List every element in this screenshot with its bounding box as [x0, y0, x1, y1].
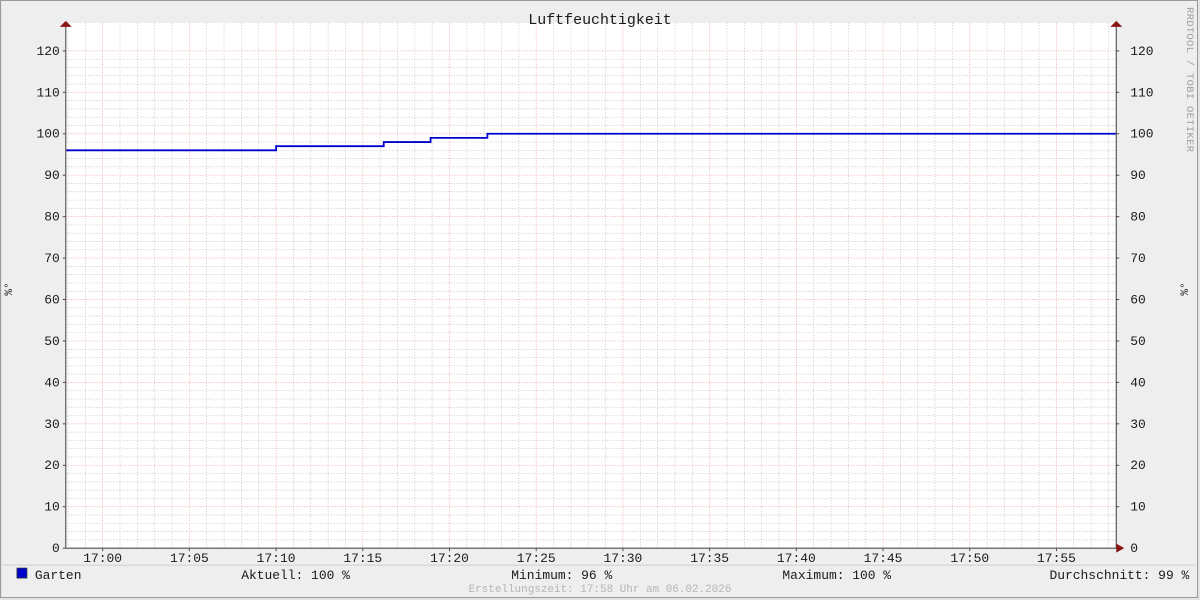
- svg-text:60: 60: [1130, 292, 1146, 307]
- svg-text:17:30: 17:30: [604, 551, 643, 566]
- svg-text:%°: %°: [1180, 282, 1192, 295]
- svg-text:Garten: Garten: [35, 568, 82, 583]
- svg-text:30: 30: [44, 417, 60, 432]
- svg-text:60: 60: [44, 292, 60, 307]
- svg-text:20: 20: [44, 458, 60, 473]
- svg-text:17:00: 17:00: [83, 551, 122, 566]
- svg-text:17:15: 17:15: [343, 551, 382, 566]
- svg-text:30: 30: [1130, 417, 1146, 432]
- svg-text:Luftfeuchtigkeit: Luftfeuchtigkeit: [528, 13, 671, 29]
- svg-text:70: 70: [1130, 251, 1146, 266]
- svg-text:40: 40: [1130, 375, 1146, 390]
- svg-text:20: 20: [1130, 458, 1146, 473]
- svg-text:70: 70: [44, 251, 60, 266]
- svg-text:17:50: 17:50: [950, 551, 989, 566]
- svg-text:100: 100: [37, 127, 60, 142]
- svg-text:50: 50: [44, 334, 60, 349]
- svg-text:110: 110: [1130, 85, 1153, 100]
- svg-text:80: 80: [44, 210, 60, 225]
- svg-text:50: 50: [1130, 334, 1146, 349]
- svg-text:17:20: 17:20: [430, 551, 469, 566]
- svg-text:Durchschnitt: 99 %: Durchschnitt: 99 %: [1049, 568, 1189, 583]
- svg-text:17:10: 17:10: [257, 551, 296, 566]
- svg-text:110: 110: [37, 85, 60, 100]
- svg-text:40: 40: [44, 375, 60, 390]
- svg-text:17:05: 17:05: [170, 551, 209, 566]
- svg-text:100: 100: [1130, 127, 1153, 142]
- svg-text:Aktuell: 100 %: Aktuell: 100 %: [241, 568, 350, 583]
- svg-text:17:55: 17:55: [1037, 551, 1076, 566]
- svg-text:0: 0: [52, 541, 60, 556]
- svg-text:10: 10: [1130, 500, 1146, 515]
- svg-text:17:25: 17:25: [517, 551, 556, 566]
- svg-text:17:45: 17:45: [864, 551, 903, 566]
- svg-text:10: 10: [44, 500, 60, 515]
- svg-text:0: 0: [1130, 541, 1138, 556]
- svg-text:80: 80: [1130, 210, 1146, 225]
- svg-text:120: 120: [37, 44, 60, 59]
- svg-text:17:40: 17:40: [777, 551, 816, 566]
- svg-text:90: 90: [1130, 168, 1146, 183]
- svg-text:Maximum: 100 %: Maximum: 100 %: [782, 568, 891, 583]
- svg-text:17:35: 17:35: [690, 551, 729, 566]
- svg-text:Minimum: 96 %: Minimum: 96 %: [511, 568, 612, 583]
- svg-text:Erstellungszeit: 17:58 Uhr am: Erstellungszeit: 17:58 Uhr am 06.02.2026: [469, 584, 732, 596]
- svg-text:90: 90: [44, 168, 60, 183]
- svg-text:120: 120: [1130, 44, 1153, 59]
- svg-text:%°: %°: [4, 282, 16, 295]
